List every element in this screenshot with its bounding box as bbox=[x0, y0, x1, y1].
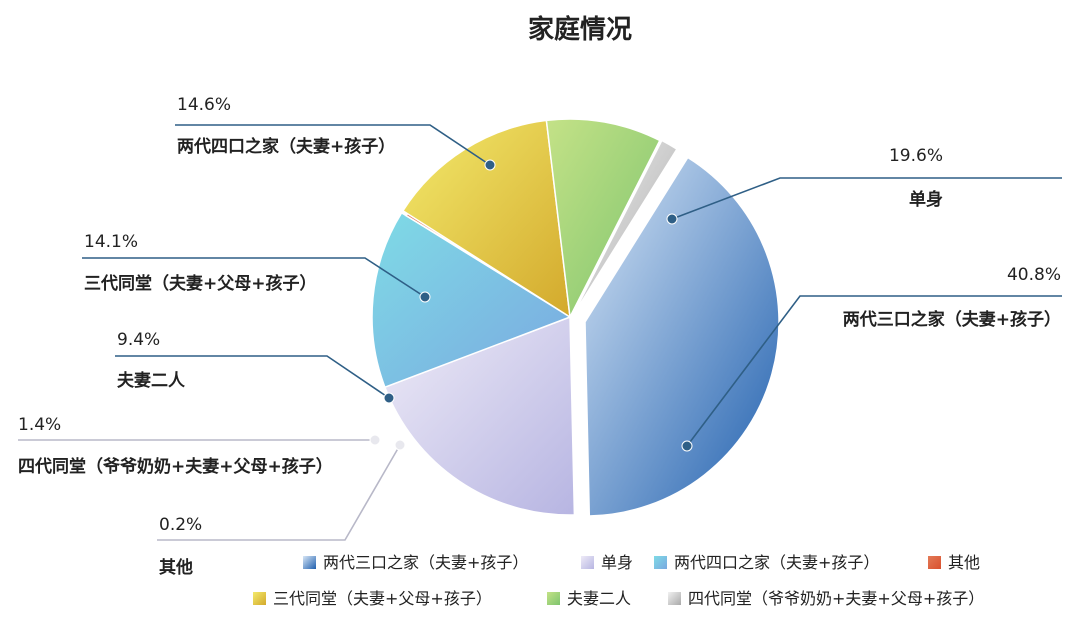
data-label: 9.4% bbox=[117, 330, 160, 350]
slice-labels: 40.8% 两代三口之家（夫妻+孩子） 19.6% 单身 14.6% 两代四口之家（夫妻+… bbox=[18, 95, 1061, 578]
legend-swatch bbox=[654, 556, 667, 569]
legend-swatch bbox=[253, 592, 266, 605]
legend-swatch bbox=[928, 556, 941, 569]
data-label: 19.6% bbox=[889, 146, 943, 166]
leader-dot bbox=[666, 213, 678, 225]
legend-label: 两代三口之家（夫妻+孩子） bbox=[323, 553, 528, 572]
leader-dot bbox=[383, 392, 395, 404]
data-label: 14.6% bbox=[177, 95, 231, 115]
category-label: 夫妻二人 bbox=[117, 370, 186, 391]
pie-slice bbox=[371, 211, 572, 389]
legend-swatch bbox=[581, 556, 594, 569]
category-label: 三代同堂（夫妻+父母+孩子） bbox=[84, 273, 317, 294]
legend-label: 其他 bbox=[948, 553, 980, 572]
data-label: 0.2% bbox=[159, 515, 202, 535]
leader-dot bbox=[394, 439, 406, 451]
category-label: 两代四口之家（夫妻+孩子） bbox=[177, 136, 395, 157]
category-label: 单身 bbox=[909, 189, 943, 210]
category-label: 两代三口之家（夫妻+孩子） bbox=[843, 309, 1061, 330]
leader-lines bbox=[18, 124, 1062, 541]
leader-line bbox=[157, 444, 401, 541]
legend: 两代三口之家（夫妻+孩子） 单身 两代四口之家（夫妻+孩子） 其他三代同堂（夫妻+父母… bbox=[253, 553, 984, 608]
data-label: 1.4% bbox=[18, 415, 61, 435]
legend-label: 夫妻二人 bbox=[567, 589, 631, 608]
leader-line bbox=[671, 177, 1062, 220]
pie-slice bbox=[545, 118, 661, 320]
leader-line bbox=[82, 257, 426, 298]
leader-line bbox=[686, 295, 1062, 447]
leader-line bbox=[115, 355, 390, 399]
legend-label: 四代同堂（爷爷奶奶+夫妻+父母+孩子） bbox=[688, 589, 984, 608]
legend-swatch bbox=[547, 592, 560, 605]
category-label: 四代同堂（爷爷奶奶+夫妻+父母+孩子） bbox=[18, 456, 333, 477]
chart-title: 家庭情况 bbox=[528, 14, 632, 45]
legend-swatch bbox=[303, 556, 316, 569]
pie-slice bbox=[383, 315, 576, 516]
legend-swatch bbox=[668, 592, 681, 605]
legend-label: 三代同堂（夫妻+父母+孩子） bbox=[273, 589, 492, 608]
data-label: 40.8% bbox=[1007, 265, 1061, 285]
leader-dot bbox=[369, 434, 381, 446]
leader-dot bbox=[484, 159, 496, 171]
legend-label: 单身 bbox=[601, 553, 633, 572]
data-label: 14.1% bbox=[84, 232, 138, 252]
leader-dot bbox=[419, 291, 431, 303]
pie-slice bbox=[571, 139, 678, 318]
category-label: 其他 bbox=[159, 557, 193, 578]
legend-label: 两代四口之家（夫妻+孩子） bbox=[674, 553, 879, 572]
leader-dot bbox=[681, 440, 693, 452]
pie-slices bbox=[371, 118, 780, 517]
pie-slice bbox=[401, 119, 571, 319]
pie-slice bbox=[584, 156, 780, 517]
leader-line bbox=[175, 124, 491, 166]
